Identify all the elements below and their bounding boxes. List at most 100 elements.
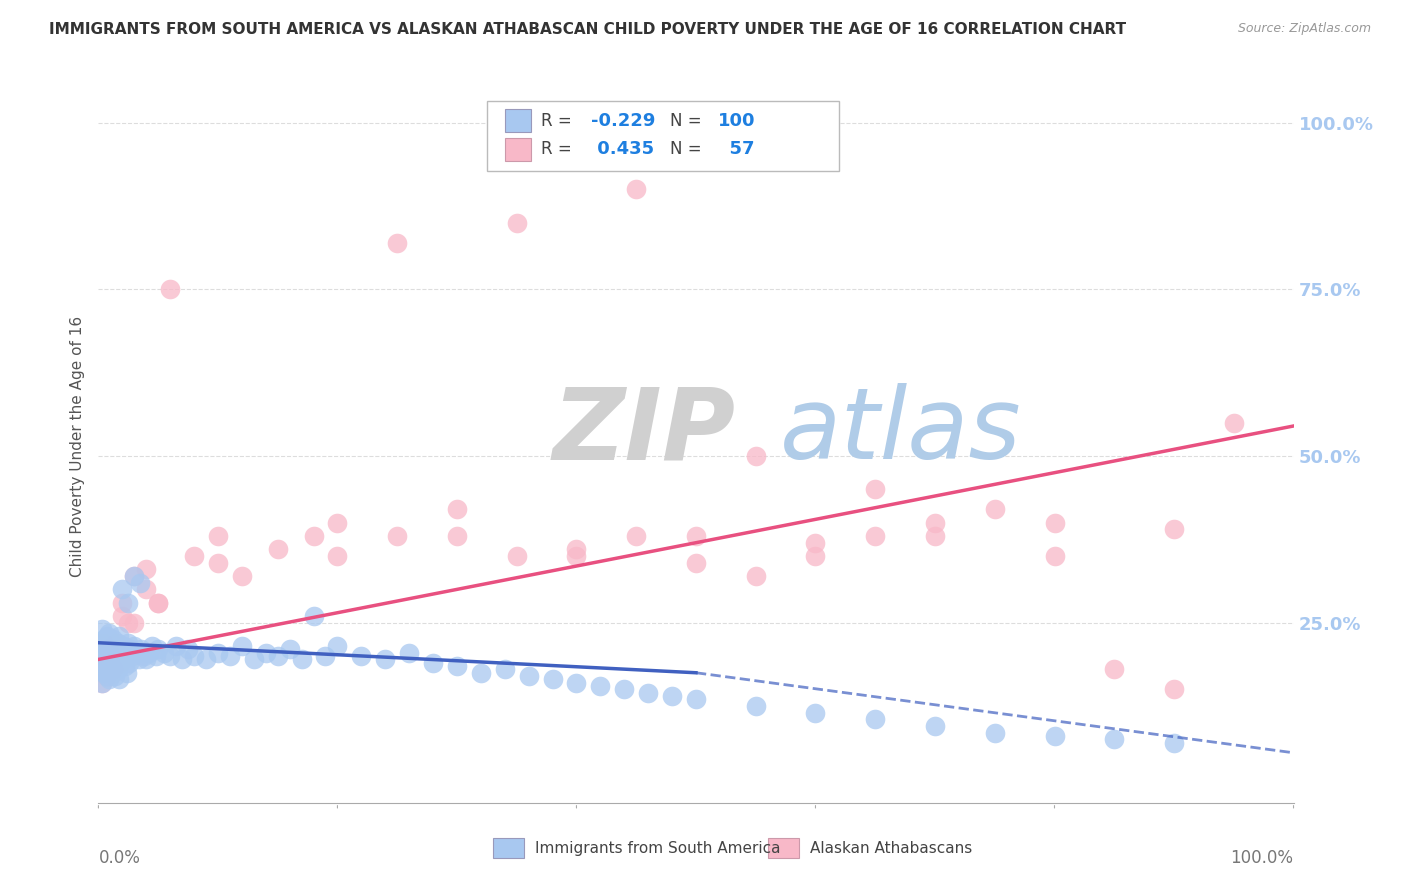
Point (90, 636, 112, 650)
Point (804, 535, 827, 549)
Point (422, 656, 444, 670)
Point (98, 636, 122, 650)
Point (117, 636, 139, 650)
Point (100, 642, 122, 657)
Point (626, 529, 648, 543)
Point (91, 642, 114, 657)
Point (165, 639, 187, 653)
Point (350, 649, 373, 664)
Point (183, 649, 205, 664)
Point (183, 549, 205, 563)
Point (924, 516, 946, 530)
Point (924, 719, 946, 733)
Point (1163, 736, 1185, 750)
Point (91, 656, 114, 670)
FancyBboxPatch shape (768, 838, 799, 858)
Point (374, 652, 396, 666)
Point (231, 569, 253, 583)
Point (90, 662, 112, 676)
Point (108, 642, 131, 657)
Point (98, 625, 121, 640)
Point (98, 673, 121, 687)
Point (1163, 682, 1185, 697)
Point (685, 529, 707, 543)
Point (101, 665, 124, 680)
FancyBboxPatch shape (505, 109, 531, 132)
Point (207, 646, 229, 660)
Point (1223, 416, 1246, 430)
Point (111, 582, 134, 597)
Point (128, 652, 150, 666)
Point (565, 542, 588, 557)
Point (302, 529, 325, 543)
Point (91, 675, 114, 690)
Point (446, 659, 468, 673)
Point (124, 569, 146, 583)
Point (104, 649, 127, 664)
Point (93, 632, 115, 647)
Point (207, 556, 229, 570)
Point (96, 629, 118, 643)
Point (105, 636, 128, 650)
Point (291, 652, 314, 666)
Point (135, 562, 157, 576)
Point (517, 669, 540, 683)
Point (118, 656, 141, 670)
Point (141, 639, 163, 653)
Point (94, 659, 117, 673)
Point (107, 629, 129, 643)
Point (446, 529, 468, 543)
Point (91, 636, 114, 650)
Point (108, 656, 131, 670)
Point (637, 686, 659, 700)
Text: -0.229: -0.229 (591, 112, 655, 129)
Text: N =: N = (669, 140, 707, 158)
Point (98, 669, 122, 683)
Point (302, 609, 325, 624)
Point (446, 502, 468, 516)
Point (626, 182, 648, 196)
Point (231, 639, 253, 653)
Point (104, 669, 127, 683)
Point (865, 713, 887, 727)
Point (94, 669, 117, 683)
Point (117, 615, 139, 630)
Point (278, 642, 301, 657)
Point (1104, 662, 1126, 676)
Point (145, 649, 167, 664)
Point (90, 662, 112, 676)
Text: 0.435: 0.435 (591, 140, 654, 158)
Point (745, 449, 768, 463)
Point (124, 615, 146, 630)
Point (91, 623, 114, 637)
FancyBboxPatch shape (486, 102, 839, 171)
Point (254, 646, 277, 660)
Text: 57: 57 (717, 140, 755, 158)
Point (103, 639, 125, 653)
Point (470, 665, 492, 680)
Point (565, 549, 588, 563)
Point (589, 679, 612, 693)
Point (111, 652, 134, 666)
Point (326, 549, 349, 563)
Point (745, 569, 768, 583)
Point (115, 665, 138, 680)
Point (112, 639, 135, 653)
Point (159, 649, 181, 664)
Point (108, 656, 131, 670)
Point (107, 636, 129, 650)
Point (129, 575, 152, 590)
Point (111, 596, 134, 610)
Point (1104, 732, 1126, 747)
Point (98, 649, 122, 664)
Point (124, 639, 146, 653)
Point (267, 542, 290, 557)
Point (153, 646, 176, 660)
Point (804, 706, 827, 720)
Text: Immigrants from South America: Immigrants from South America (534, 841, 780, 856)
Point (101, 662, 124, 676)
Point (1043, 516, 1066, 530)
Point (385, 529, 409, 543)
Point (172, 652, 194, 666)
Point (124, 569, 146, 583)
